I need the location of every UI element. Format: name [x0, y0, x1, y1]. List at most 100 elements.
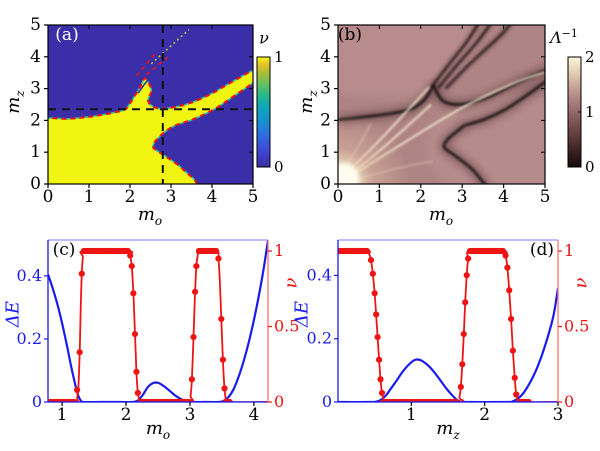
- left-tick-label: 0.2: [307, 329, 332, 348]
- corner-glow: [338, 112, 410, 184]
- streak-red-dash: [135, 52, 157, 77]
- nu-marker: [73, 386, 81, 394]
- nu-marker: [133, 368, 140, 375]
- nu-marker: [221, 385, 228, 392]
- nu-marker: [127, 252, 134, 259]
- nu-marker: [525, 398, 532, 402]
- ylabel-base: m: [296, 96, 318, 114]
- left-tick-label: 0: [32, 392, 42, 411]
- x-tick-label: 5: [248, 187, 259, 207]
- x-tick-label: 2: [415, 187, 426, 207]
- nu-marker: [374, 333, 381, 341]
- panel-a-xlabel: mo: [138, 204, 162, 228]
- nu-marker: [76, 349, 83, 356]
- xlabel-sub: o: [445, 213, 454, 228]
- x-tick-label: 5: [540, 187, 551, 207]
- nu-marker: [509, 347, 516, 354]
- DeltaE-curve: [338, 287, 558, 402]
- nu-marker: [131, 330, 139, 338]
- nu-marker: [213, 247, 220, 255]
- right-tick-label: 0.5: [274, 317, 299, 336]
- x-tick-label: 1: [406, 405, 417, 425]
- xlabel-sub: o: [154, 213, 163, 228]
- ylabel-base: m: [3, 96, 25, 114]
- y-tick-label: 4: [30, 47, 41, 67]
- colorbar-b-title-sup: −1: [561, 26, 578, 40]
- x-tick-label: 4: [498, 187, 509, 207]
- nu-marker: [506, 287, 513, 294]
- panel-b-xlabel: mo: [429, 204, 453, 228]
- nu-marker: [78, 270, 85, 277]
- nu-marker: [191, 288, 199, 295]
- xlabel-sub: z: [453, 427, 460, 442]
- dark-boundary-core: [338, 84, 435, 121]
- axes-box: [47, 24, 254, 185]
- panel-d-ylabel-right: ν: [570, 277, 592, 289]
- nu-marker: [378, 389, 386, 397]
- panel-c-ylabel-right: ν: [280, 277, 302, 289]
- panel-b-heatmap: [338, 25, 545, 184]
- nu-marker: [371, 290, 378, 297]
- panel-d-plot: [338, 247, 558, 402]
- left-tick-label: 0.4: [17, 266, 42, 285]
- ylabel-sub: z: [12, 90, 27, 97]
- nu-marker: [193, 263, 200, 270]
- xlabel-sub: o: [162, 427, 171, 442]
- dark-boundary-core: [442, 124, 486, 184]
- x-tick-label: 1: [57, 405, 68, 425]
- nu-marker: [457, 383, 464, 391]
- nu-marker: [507, 315, 515, 323]
- panel-d-ylabel-left: ΔE: [291, 300, 313, 328]
- y-tick-label: 5: [320, 15, 331, 35]
- colorbar-cbA: [256, 56, 271, 168]
- x-tick-label: 4: [249, 405, 260, 425]
- x-tick-label: 3: [185, 405, 196, 425]
- nu-marker: [513, 391, 520, 398]
- y-tick-label: 0: [30, 174, 41, 194]
- y-tick-label: 0: [320, 174, 331, 194]
- colorbar-tick-label: 2: [585, 48, 595, 66]
- nu-marker: [369, 270, 376, 277]
- xlabel-base: m: [145, 418, 163, 440]
- y-tick-label: 2: [320, 110, 331, 130]
- panel-d-xlabel: mz: [436, 418, 459, 442]
- panel-b-ylabel: mz: [296, 90, 320, 113]
- colorbar-b-title-base: Λ: [550, 28, 562, 48]
- nu-marker: [502, 252, 509, 259]
- xlabel-base: m: [137, 204, 155, 226]
- y-tick-label: 3: [320, 79, 331, 99]
- panel-c-ylabel-left: ΔE: [2, 300, 24, 328]
- x-tick-label: 4: [207, 187, 218, 207]
- panel-c-label: (c): [52, 240, 76, 260]
- x-tick-label: 3: [553, 405, 564, 425]
- nu-marker: [511, 374, 518, 381]
- colorbar-tick-label: 1: [274, 48, 284, 66]
- nu-marker: [226, 398, 233, 402]
- nu-marker: [375, 356, 383, 363]
- xlabel-base: m: [428, 204, 446, 226]
- nu-marker: [459, 361, 466, 368]
- nu-marker: [188, 376, 195, 383]
- y-tick-label: 3: [30, 79, 41, 99]
- nu-marker: [130, 290, 137, 297]
- dark-boundary-core: [463, 80, 545, 127]
- panel-a-heatmap: [48, 25, 253, 184]
- xlabel-base: m: [436, 418, 454, 440]
- x-tick-label: 3: [166, 187, 177, 207]
- dark-streak-core: [445, 25, 511, 90]
- nu-marker: [186, 398, 193, 402]
- x-tick-label: 2: [121, 405, 132, 425]
- right-tick-label: 0: [564, 392, 574, 411]
- colorbar-tick-label: 1: [585, 103, 595, 121]
- nu-marker: [367, 256, 375, 264]
- y-tick-label: 1: [320, 142, 331, 162]
- y-tick-label: 2: [30, 110, 41, 130]
- nu-marker: [71, 398, 78, 402]
- x-tick-label: 1: [374, 187, 385, 207]
- x-tick-label: 3: [457, 187, 468, 207]
- colorbar-a-title: ν: [259, 28, 269, 48]
- right-tick-label: 0: [274, 392, 284, 411]
- colorbar-tick-label: 0: [274, 158, 284, 176]
- panel-a-label: (a): [55, 25, 79, 45]
